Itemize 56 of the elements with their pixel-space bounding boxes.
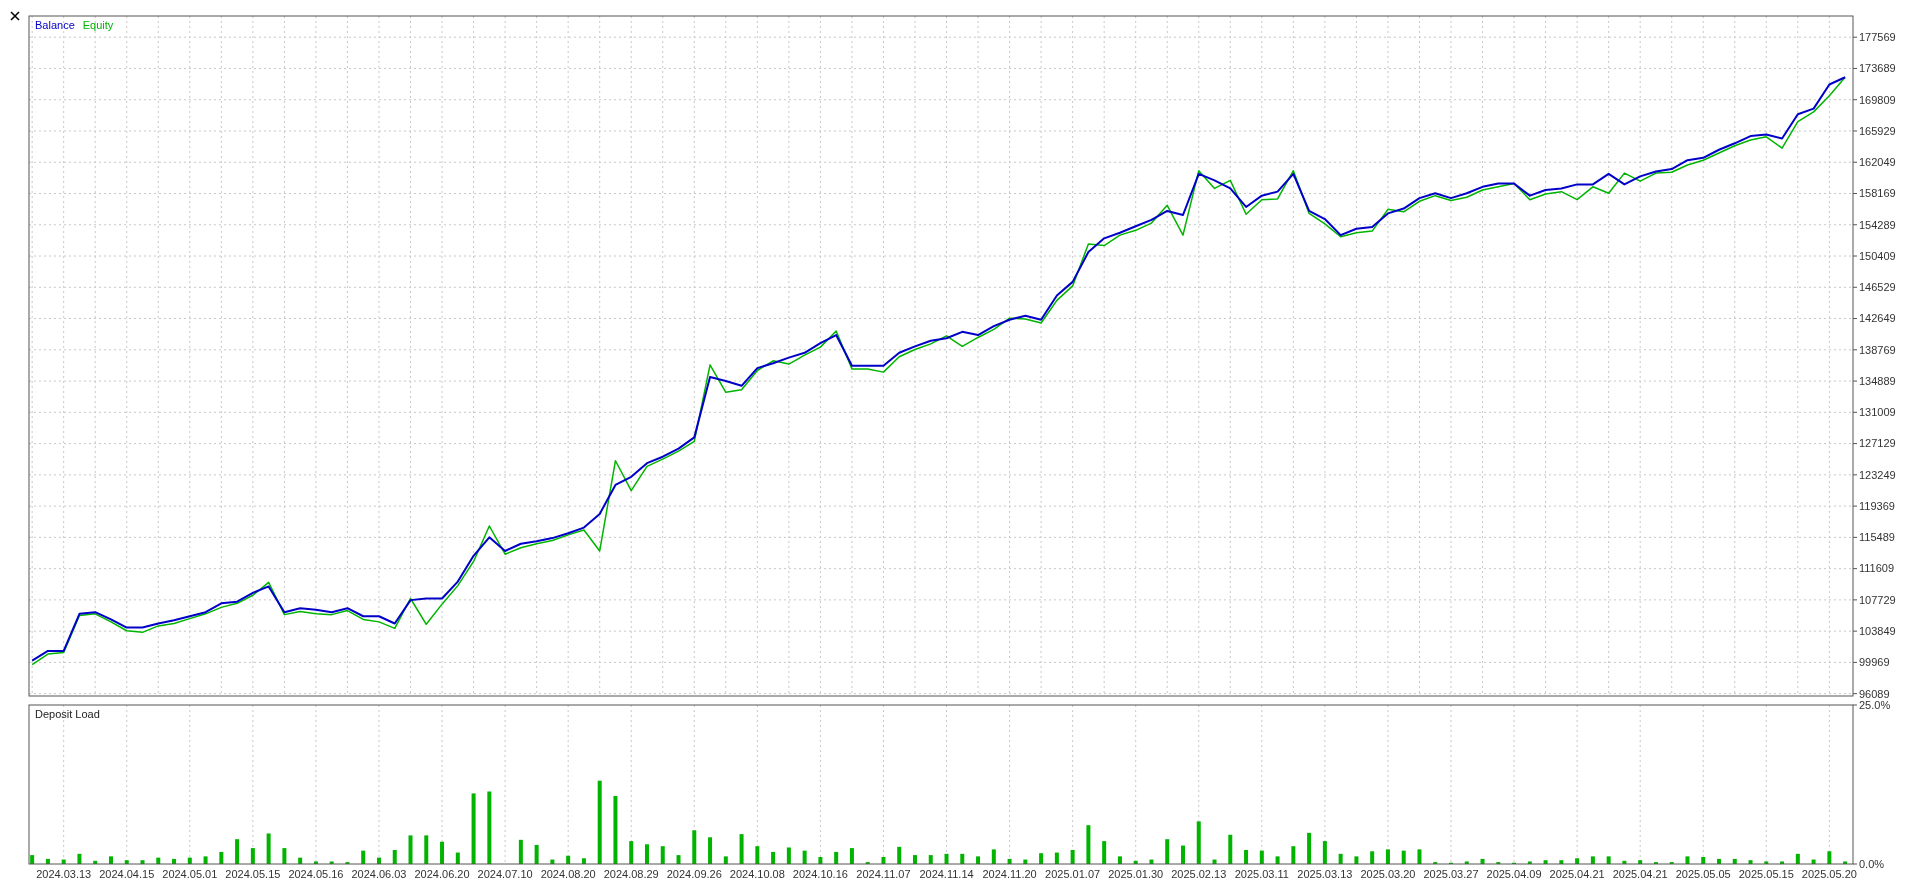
x-tick-label: 2024.06.03 <box>351 868 407 880</box>
y-tick-label: 142649 <box>1859 312 1896 325</box>
y-tick-label: 173689 <box>1859 62 1896 75</box>
y-tick-label: 103849 <box>1859 625 1896 637</box>
x-tick-label: 2025.05.15 <box>1738 868 1794 880</box>
x-tick-label: 2024.10.16 <box>792 868 848 880</box>
y-tick-label: 150409 <box>1859 249 1896 262</box>
y-tick-label: 165929 <box>1859 124 1896 137</box>
x-tick-label: 2024.08.29 <box>603 868 659 880</box>
y-tick-label: 25.0% <box>1859 698 1891 711</box>
y-tick-label: 107729 <box>1859 593 1896 606</box>
x-tick-label: 2025.01.07 <box>1045 868 1101 880</box>
chart-title: Deposit Load <box>35 708 100 720</box>
x-tick-label: 2025.05.20 <box>1801 868 1857 880</box>
y-tick-label: 123249 <box>1859 468 1896 481</box>
text: Balance <box>35 19 75 31</box>
y-tick-label: 154289 <box>1859 218 1896 231</box>
x-tick-label: 2025.03.20 <box>1360 868 1416 880</box>
y-tick-label: 138769 <box>1859 343 1896 356</box>
y-tick-label: 134889 <box>1859 374 1896 387</box>
x-tick-label: 2024.09.26 <box>666 868 722 880</box>
y-tick-label: 131009 <box>1859 406 1896 419</box>
y-tick-label: 96089 <box>1859 687 1890 700</box>
x-tick-label: 2024.10.08 <box>729 868 785 880</box>
x-tick-label: 2024.11.07 <box>856 868 911 880</box>
x-tick-label: 2025.03.13 <box>1297 868 1353 880</box>
x-tick-label: 2024.08.20 <box>540 868 596 880</box>
x-tick-label: 2024.11.14 <box>919 868 974 880</box>
x-tick-label: 2024.03.13 <box>36 868 92 880</box>
x-tick-label: 2024.05.01 <box>162 868 218 880</box>
x-tick-label: 2024.04.15 <box>99 868 155 880</box>
y-tick-label: 146529 <box>1859 281 1896 294</box>
y-tick-label: 169809 <box>1859 93 1896 106</box>
y-tick-label: 158169 <box>1859 187 1896 200</box>
y-tick-label: 177569 <box>1859 31 1896 44</box>
y-tick-label: 119369 <box>1859 499 1895 512</box>
x-tick-label: 2025.04.09 <box>1486 868 1542 880</box>
y-tick-label: 111609 <box>1859 562 1895 575</box>
x-tick-label: 2024.06.20 <box>414 868 470 880</box>
x-tick-label: 2025.03.11 <box>1234 868 1289 880</box>
x-tick-label: 2025.04.21 <box>1612 868 1668 880</box>
x-tick-label: 2025.01.30 <box>1108 868 1164 880</box>
y-tick-label: 0.0% <box>1859 857 1885 870</box>
y-tick-label: 127129 <box>1859 437 1896 450</box>
x-tick-label: 2025.03.27 <box>1423 868 1479 880</box>
y-tick-label: 162049 <box>1859 156 1896 169</box>
x-tick-label: 2024.05.16 <box>288 868 344 880</box>
y-tick-label: 99969 <box>1859 656 1890 669</box>
x-tick-label: 2024.11.20 <box>982 868 1037 880</box>
x-tick-label: 2024.07.10 <box>477 868 533 880</box>
x-tick-label: 2024.05.15 <box>225 868 281 880</box>
x-tick-label: 2025.05.05 <box>1675 868 1731 880</box>
x-tick-label: 2025.04.21 <box>1549 868 1605 880</box>
text: Equity <box>82 19 114 31</box>
x-tick-label: 2025.02.13 <box>1171 868 1227 880</box>
y-tick-label: 115489 <box>1859 531 1895 544</box>
